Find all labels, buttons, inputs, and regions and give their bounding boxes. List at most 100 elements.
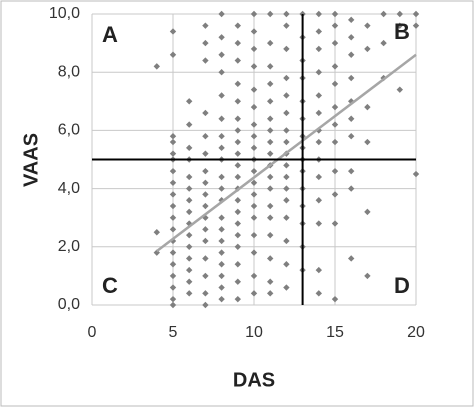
point bbox=[348, 167, 355, 175]
point bbox=[331, 167, 339, 175]
point bbox=[234, 150, 241, 157]
point bbox=[169, 226, 177, 233]
point bbox=[169, 167, 177, 175]
point bbox=[348, 34, 355, 41]
point bbox=[283, 138, 290, 146]
point bbox=[348, 185, 355, 192]
point bbox=[218, 284, 225, 291]
point bbox=[364, 103, 371, 111]
point bbox=[186, 266, 193, 274]
point bbox=[169, 138, 177, 146]
point bbox=[234, 197, 241, 204]
point bbox=[267, 202, 274, 210]
point bbox=[202, 301, 209, 309]
point bbox=[283, 92, 290, 99]
point bbox=[267, 63, 274, 70]
point bbox=[250, 144, 258, 152]
point bbox=[267, 10, 274, 18]
y-tick-label: 6,0 bbox=[58, 122, 80, 139]
point bbox=[186, 290, 193, 297]
point bbox=[331, 22, 339, 29]
point bbox=[186, 121, 193, 128]
point bbox=[169, 191, 177, 198]
point bbox=[267, 39, 274, 47]
point bbox=[202, 22, 209, 29]
point bbox=[234, 243, 241, 250]
point bbox=[250, 45, 258, 53]
point bbox=[412, 170, 420, 178]
point bbox=[283, 22, 290, 29]
x-tick-label: 5 bbox=[169, 324, 178, 341]
point bbox=[234, 208, 241, 216]
point bbox=[364, 138, 371, 146]
point bbox=[283, 45, 290, 53]
point bbox=[169, 301, 177, 309]
point bbox=[250, 167, 258, 175]
y-tick-label: 10,0 bbox=[49, 5, 80, 22]
point bbox=[331, 121, 339, 128]
point bbox=[234, 39, 241, 47]
point bbox=[396, 86, 403, 93]
point bbox=[234, 80, 241, 88]
point bbox=[250, 191, 258, 198]
quadrant-label: C bbox=[102, 273, 118, 298]
point bbox=[331, 80, 339, 88]
point bbox=[315, 138, 322, 146]
point bbox=[250, 103, 258, 111]
point bbox=[169, 133, 177, 140]
point bbox=[267, 290, 274, 297]
point bbox=[234, 98, 241, 105]
point bbox=[169, 150, 177, 157]
point bbox=[153, 229, 160, 236]
point bbox=[218, 133, 225, 140]
point bbox=[267, 150, 274, 157]
point bbox=[412, 10, 420, 18]
point bbox=[234, 127, 241, 134]
point bbox=[267, 231, 274, 239]
point bbox=[267, 214, 274, 221]
point bbox=[348, 16, 355, 24]
point bbox=[331, 191, 339, 198]
point bbox=[331, 63, 339, 70]
point bbox=[218, 295, 225, 303]
point bbox=[315, 10, 322, 18]
y-axis-title: VAAS bbox=[20, 133, 42, 187]
point bbox=[380, 39, 387, 47]
point bbox=[234, 295, 241, 303]
point bbox=[348, 51, 355, 58]
point bbox=[169, 28, 177, 35]
point bbox=[202, 226, 209, 233]
point bbox=[169, 261, 177, 268]
point bbox=[250, 290, 258, 297]
point bbox=[267, 115, 274, 122]
point bbox=[267, 98, 274, 105]
point bbox=[169, 284, 177, 291]
point bbox=[283, 162, 290, 169]
point bbox=[250, 249, 258, 256]
point bbox=[283, 173, 290, 181]
point bbox=[234, 261, 241, 268]
point bbox=[331, 138, 339, 146]
point bbox=[186, 185, 193, 192]
point bbox=[315, 173, 322, 181]
point bbox=[186, 231, 193, 239]
point bbox=[315, 197, 322, 204]
point bbox=[169, 214, 177, 221]
point bbox=[218, 92, 225, 99]
point bbox=[250, 86, 258, 93]
point bbox=[283, 127, 290, 134]
point bbox=[202, 179, 209, 186]
x-tick-label: 15 bbox=[326, 324, 344, 341]
point bbox=[169, 202, 177, 210]
point bbox=[202, 237, 209, 245]
x-tick-label: 10 bbox=[245, 324, 263, 341]
point bbox=[315, 109, 322, 117]
point bbox=[364, 22, 371, 29]
point bbox=[283, 284, 290, 291]
point bbox=[202, 57, 209, 64]
point bbox=[315, 92, 322, 99]
point bbox=[186, 243, 193, 250]
